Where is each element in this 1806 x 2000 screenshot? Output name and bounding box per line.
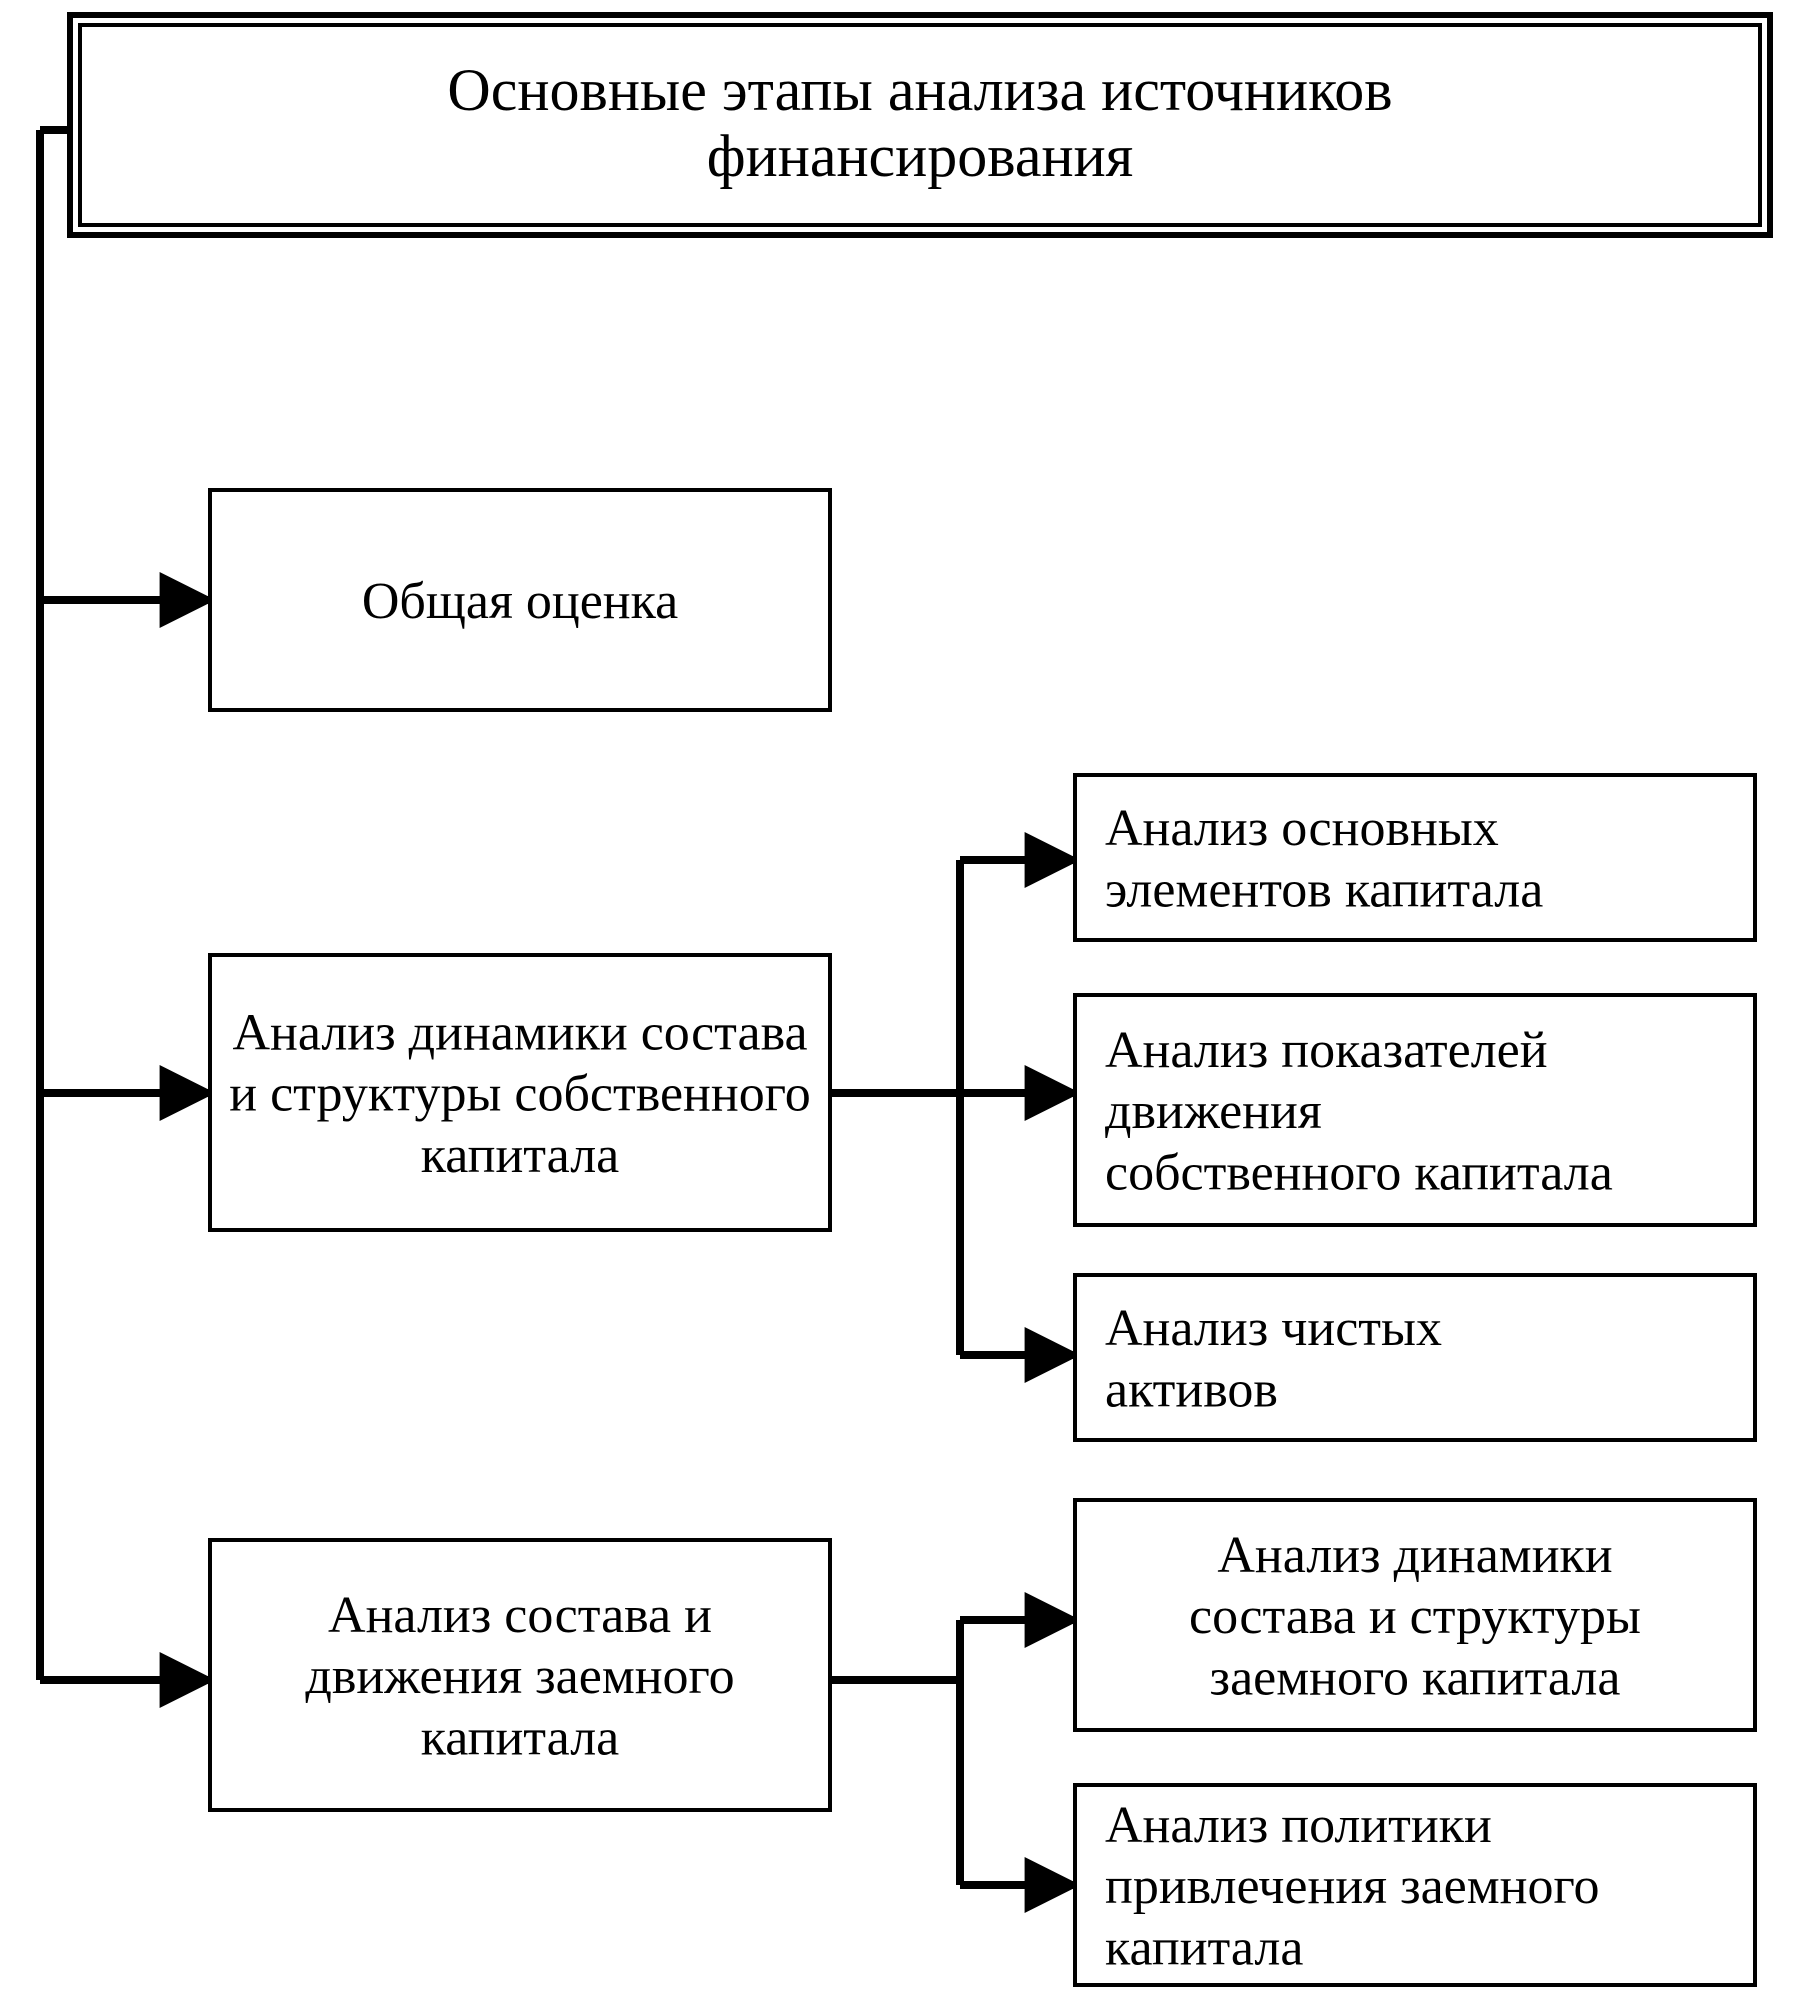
node-n2: Анализ динамики составаи структуры собст… xyxy=(210,955,830,1230)
node-label: Анализ показателей xyxy=(1105,1022,1548,1079)
node-n1: Общая оценка xyxy=(210,490,830,710)
node-label: собственного капитала xyxy=(1105,1145,1613,1202)
node-label: движения xyxy=(1105,1083,1322,1140)
node-s4: Анализ динамикисостава и структурызаемно… xyxy=(1075,1500,1755,1730)
node-label: привлечения заемного xyxy=(1105,1858,1600,1915)
node-label: Общая оценка xyxy=(362,573,678,630)
node-label: капитала xyxy=(1105,1920,1303,1977)
node-s3: Анализ чистыхактивов xyxy=(1075,1275,1755,1440)
node-label: заемного капитала xyxy=(1210,1650,1621,1707)
node-label: Анализ динамики состава xyxy=(232,1004,807,1061)
node-s5: Анализ политикипривлечения заемногокапит… xyxy=(1075,1785,1755,1985)
node-n3: Анализ состава идвижения заемногокапитал… xyxy=(210,1540,830,1810)
node-label: Анализ политики xyxy=(1105,1797,1492,1854)
node-label: капитала xyxy=(421,1127,619,1184)
node-label: капитала xyxy=(421,1710,619,1767)
node-label: Анализ динамики xyxy=(1217,1527,1612,1584)
node-label: Анализ чистых xyxy=(1105,1300,1442,1357)
node-s2: Анализ показателейдвижениясобственного к… xyxy=(1075,995,1755,1225)
node-label: Анализ состава и xyxy=(328,1587,712,1644)
title-line-2: финансирования xyxy=(707,123,1134,189)
title-line-1: Основные этапы анализа источников xyxy=(447,57,1392,123)
node-label: и структуры собственного xyxy=(229,1066,811,1123)
node-label: элементов капитала xyxy=(1105,861,1543,918)
node-label: движения заемного xyxy=(305,1648,734,1705)
node-label: Анализ основных xyxy=(1105,800,1499,857)
node-s1: Анализ основныхэлементов капитала xyxy=(1075,775,1755,940)
node-label: состава и структуры xyxy=(1189,1588,1641,1645)
node-label: активов xyxy=(1105,1361,1278,1418)
